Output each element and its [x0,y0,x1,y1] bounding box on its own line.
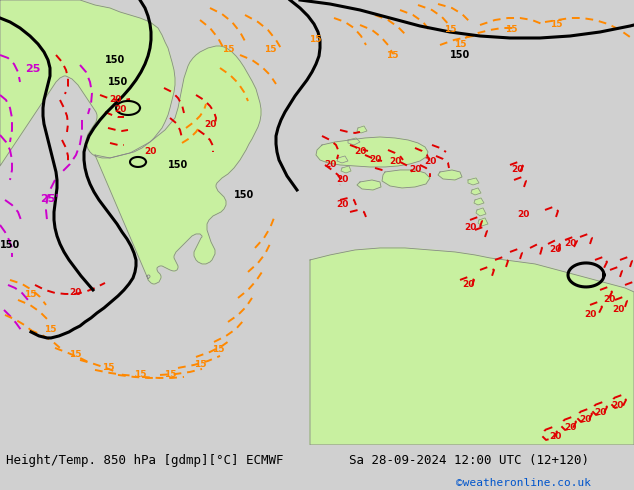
Polygon shape [474,198,484,205]
Text: 20: 20 [144,147,156,156]
Text: 20: 20 [424,157,436,167]
Text: 20: 20 [354,147,366,156]
Text: 15: 15 [23,291,36,299]
Text: 20: 20 [517,211,529,220]
Text: 20: 20 [369,155,381,165]
Text: 15: 15 [264,46,276,54]
Text: 20: 20 [564,423,576,432]
Polygon shape [357,126,367,133]
Text: 15: 15 [194,361,206,369]
Text: 20: 20 [511,166,523,174]
Polygon shape [438,170,462,180]
Text: 20: 20 [579,416,591,424]
Text: 20: 20 [603,295,615,304]
Text: 20: 20 [409,166,421,174]
Text: 20: 20 [324,160,336,170]
Text: 25: 25 [25,64,41,74]
Text: Height/Temp. 850 hPa [gdmp][°C] ECMWF: Height/Temp. 850 hPa [gdmp][°C] ECMWF [6,454,284,467]
Text: 15: 15 [222,46,234,54]
Text: 20: 20 [336,175,348,184]
Text: 150: 150 [168,160,188,170]
Text: 15: 15 [454,41,466,49]
Text: 150: 150 [0,240,20,250]
Text: 20: 20 [109,96,121,104]
Text: 15: 15 [101,364,114,372]
Polygon shape [0,0,175,166]
Text: 20: 20 [464,223,476,232]
Polygon shape [95,46,261,284]
Text: 15: 15 [134,370,146,379]
Text: 20: 20 [611,401,623,411]
Text: 20: 20 [462,280,474,290]
Polygon shape [468,178,479,185]
Polygon shape [476,208,486,216]
Polygon shape [310,248,634,445]
Polygon shape [316,137,428,167]
Text: 20: 20 [549,432,561,441]
Text: 15: 15 [212,345,224,354]
Polygon shape [382,170,430,188]
Text: 20: 20 [564,240,576,248]
Text: 15: 15 [68,350,81,360]
Text: 20: 20 [389,157,401,167]
Text: 150: 150 [108,77,128,87]
Text: 20: 20 [69,289,81,297]
Text: 150: 150 [105,55,125,65]
Text: 15: 15 [505,25,517,34]
Text: 20: 20 [612,305,624,315]
Text: 20: 20 [336,200,348,209]
Text: 15: 15 [550,21,562,29]
Text: 20: 20 [114,105,126,115]
Polygon shape [341,166,351,173]
Text: 150: 150 [450,50,470,60]
Text: 15: 15 [164,370,176,379]
Text: Sa 28-09-2024 12:00 UTC (12+120): Sa 28-09-2024 12:00 UTC (12+120) [349,454,589,467]
Text: 15: 15 [44,325,56,335]
Text: 15: 15 [309,35,321,45]
Text: 20: 20 [204,121,216,129]
Text: 15: 15 [385,51,398,60]
Polygon shape [357,180,381,190]
Text: 15: 15 [444,25,456,34]
Polygon shape [478,218,488,226]
Text: 20: 20 [594,409,606,417]
Polygon shape [348,138,360,145]
Text: 20: 20 [584,311,596,319]
Text: 150: 150 [234,190,254,200]
Polygon shape [337,156,348,163]
Text: ©weatheronline.co.uk: ©weatheronline.co.uk [456,478,592,488]
Text: 20: 20 [549,245,561,254]
Text: 25': 25' [40,194,58,204]
Polygon shape [471,188,481,195]
